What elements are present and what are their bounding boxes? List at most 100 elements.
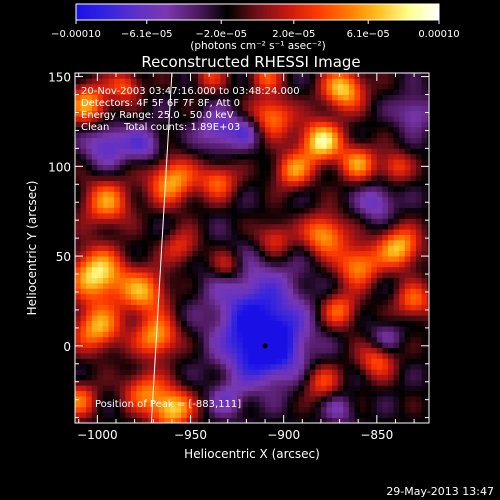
heatmap-cell xyxy=(170,164,177,171)
heatmap-cell xyxy=(393,417,400,423)
heatmap-cell xyxy=(360,223,367,230)
heatmap-cell xyxy=(220,180,227,187)
heatmap-cell xyxy=(265,143,272,149)
heatmap-cell xyxy=(158,342,165,349)
heatmap-cell xyxy=(332,121,339,128)
heatmap-cell xyxy=(102,126,109,133)
heatmap-cell xyxy=(147,412,154,419)
heatmap-cell xyxy=(231,137,238,144)
heatmap-cell xyxy=(404,353,411,359)
heatmap-cell xyxy=(209,283,216,289)
heatmap-cell xyxy=(292,164,299,171)
heatmap-cell xyxy=(80,83,87,90)
heatmap-cell xyxy=(399,288,406,295)
heatmap-cell xyxy=(102,99,109,106)
heatmap-cell xyxy=(203,239,210,246)
colorbar-tick-label: 2.0e−05 xyxy=(272,29,315,40)
heatmap-cell xyxy=(119,180,126,187)
heatmap-cell xyxy=(360,374,367,381)
heatmap-cell xyxy=(304,390,311,397)
heatmap-cell xyxy=(75,73,81,79)
heatmap-cell xyxy=(365,191,372,198)
heatmap-cell xyxy=(203,288,210,295)
heatmap-cell xyxy=(265,116,272,122)
heatmap-cell xyxy=(343,78,350,85)
heatmap-cell xyxy=(371,202,378,209)
heatmap-cell xyxy=(175,293,182,300)
heatmap-cell xyxy=(242,207,249,214)
heatmap-cell xyxy=(399,121,406,128)
heatmap-cell xyxy=(421,229,428,235)
heatmap-cell xyxy=(108,256,115,262)
heatmap-cell xyxy=(214,331,221,338)
heatmap-cell xyxy=(259,239,266,246)
heatmap-cell xyxy=(86,379,93,386)
heatmap-cell xyxy=(287,412,294,419)
heatmap-cell xyxy=(404,379,411,386)
heatmap-cell xyxy=(130,283,137,289)
heatmap-cell xyxy=(348,401,355,408)
heatmap-cell xyxy=(130,256,137,262)
heatmap-cell xyxy=(337,116,344,122)
heatmap-cell xyxy=(136,315,143,322)
heatmap-cell xyxy=(197,116,204,122)
heatmap-cell xyxy=(332,180,339,187)
heatmap-cell xyxy=(410,379,417,386)
heatmap-cell xyxy=(203,196,210,203)
heatmap-cell xyxy=(343,175,350,182)
heatmap-cell xyxy=(376,358,383,365)
heatmap-cell xyxy=(248,390,255,397)
heatmap-cell xyxy=(320,213,327,219)
y-tick-label: 150 xyxy=(48,71,71,85)
heatmap-cell xyxy=(399,169,406,176)
heatmap-cell xyxy=(225,239,232,246)
heatmap-cell xyxy=(119,99,126,106)
heatmap-cell xyxy=(309,132,316,139)
heatmap-cell xyxy=(421,358,428,365)
heatmap-cell xyxy=(315,256,322,262)
heatmap-cell xyxy=(326,196,333,203)
heatmap-cell xyxy=(320,272,327,279)
heatmap-cell xyxy=(393,347,400,354)
heatmap-cell xyxy=(320,202,327,209)
heatmap-cell xyxy=(309,406,316,413)
heatmap-cell xyxy=(354,304,361,311)
heatmap-cell xyxy=(354,169,361,176)
heatmap-cell xyxy=(86,336,93,343)
heatmap-cell xyxy=(186,137,193,144)
heatmap-cell xyxy=(209,126,216,133)
heatmap-cell xyxy=(142,358,149,365)
heatmap-cell xyxy=(97,175,104,182)
heatmap-cell xyxy=(75,299,81,305)
heatmap-cell xyxy=(326,347,333,354)
heatmap-cell xyxy=(337,83,344,90)
heatmap-cell xyxy=(399,320,406,327)
heatmap-cell xyxy=(97,320,104,327)
heatmap-cell xyxy=(125,78,132,85)
heatmap-cell xyxy=(91,186,98,192)
heatmap-cell xyxy=(197,272,204,279)
heatmap-cell xyxy=(343,331,350,338)
heatmap-cell xyxy=(114,261,121,268)
heatmap-cell xyxy=(203,180,210,187)
heatmap-cell xyxy=(410,266,417,273)
heatmap-cell xyxy=(337,304,344,311)
heatmap-cell xyxy=(248,229,255,235)
heatmap-cell xyxy=(136,363,143,370)
heatmap-cell xyxy=(225,353,232,359)
heatmap-cell xyxy=(388,379,394,386)
heatmap-cell xyxy=(86,277,93,284)
heatmap-cell xyxy=(337,196,344,203)
heatmap-cell xyxy=(136,406,143,413)
heatmap-cell xyxy=(298,116,305,122)
heatmap-cell xyxy=(415,379,422,386)
heatmap-cell xyxy=(108,353,115,359)
heatmap-cell xyxy=(114,401,121,408)
heatmap-cell xyxy=(248,320,255,327)
heatmap-cell xyxy=(97,336,104,343)
heatmap-cell xyxy=(142,223,149,230)
heatmap-cell xyxy=(388,256,394,262)
heatmap-cell xyxy=(287,218,294,225)
heatmap-cell xyxy=(158,336,165,343)
